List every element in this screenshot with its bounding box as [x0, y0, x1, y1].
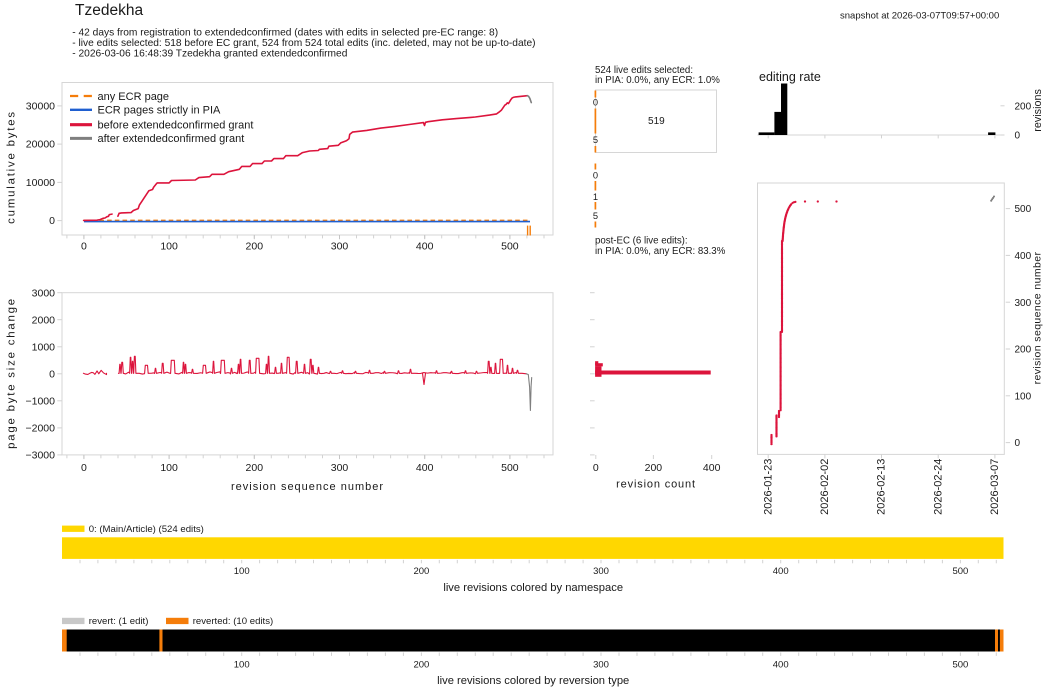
svg-text:ECR pages strictly in PIA: ECR pages strictly in PIA	[98, 105, 222, 117]
svg-text:100: 100	[160, 462, 178, 474]
svg-text:revision count: revision count	[616, 479, 696, 491]
svg-text:0: 0	[593, 462, 599, 474]
svg-text:100: 100	[1015, 391, 1032, 402]
svg-text:in PIA: 0.0%, any ECR: 83.3%: in PIA: 0.0%, any ECR: 83.3%	[595, 246, 726, 257]
svg-text:200: 200	[413, 566, 429, 577]
svg-text:300: 300	[331, 241, 349, 253]
svg-text:400: 400	[773, 566, 789, 577]
svg-text:200: 200	[1015, 345, 1032, 356]
svg-text:200: 200	[645, 462, 663, 474]
svg-text:500: 500	[501, 241, 519, 253]
svg-text:0: 0	[1015, 438, 1021, 449]
svg-text:200: 200	[246, 462, 264, 474]
svg-text:400: 400	[416, 462, 434, 474]
svg-text:400: 400	[773, 660, 789, 671]
svg-text:3000: 3000	[32, 287, 56, 299]
svg-text:- 42 days from registration to: - 42 days from registration to extendedc…	[72, 28, 498, 39]
svg-text:- live edits selected: 518 bef: - live edits selected: 518 before EC gra…	[72, 38, 535, 49]
svg-text:5: 5	[593, 135, 598, 145]
svg-text:100: 100	[234, 566, 250, 577]
svg-text:5: 5	[593, 211, 598, 221]
svg-text:0: 0	[593, 98, 598, 108]
svg-text:400: 400	[1015, 251, 1032, 262]
svg-text:500: 500	[952, 660, 968, 671]
svg-text:post-EC (6 live edits):: post-EC (6 live edits):	[595, 236, 688, 247]
svg-text:snapshot at 2026-03-07T09:57+0: snapshot at 2026-03-07T09:57+00:00	[840, 11, 999, 22]
svg-text:500: 500	[952, 566, 968, 577]
svg-text:0: 0	[49, 368, 55, 380]
svg-text:revision sequence number: revision sequence number	[1032, 252, 1044, 385]
svg-text:2026-01-23: 2026-01-23	[762, 459, 774, 515]
svg-text:2000: 2000	[32, 314, 56, 326]
svg-text:524 live edits selected:: 524 live edits selected:	[595, 65, 693, 76]
svg-text:0: (Main/Article) (524 edits): 0: (Main/Article) (524 edits)	[89, 524, 204, 535]
svg-text:−2000: −2000	[26, 423, 56, 435]
svg-text:400: 400	[703, 462, 721, 474]
svg-text:after extendedconfirmed grant: after extendedconfirmed grant	[98, 133, 245, 145]
svg-text:0: 0	[49, 215, 55, 227]
svg-text:live revisions colored by reve: live revisions colored by reversion type	[437, 675, 629, 687]
svg-text:before extendedconfirmed grant: before extendedconfirmed grant	[98, 120, 254, 132]
svg-text:300: 300	[593, 566, 609, 577]
svg-text:0: 0	[593, 170, 598, 180]
svg-text:1: 1	[593, 192, 598, 202]
svg-text:2026-03-07: 2026-03-07	[989, 459, 1001, 515]
svg-text:revision sequence number: revision sequence number	[231, 481, 384, 493]
svg-text:300: 300	[331, 462, 349, 474]
svg-text:revert: (1 edit): revert: (1 edit)	[89, 616, 149, 627]
svg-text:200: 200	[1015, 101, 1032, 112]
svg-text:2026-02-02: 2026-02-02	[819, 459, 831, 515]
svg-text:519: 519	[648, 116, 665, 127]
svg-text:revisions: revisions	[1032, 89, 1044, 132]
svg-text:Tzedekha: Tzedekha	[75, 2, 143, 19]
svg-text:cumulative bytes: cumulative bytes	[6, 110, 18, 224]
svg-text:400: 400	[416, 241, 434, 253]
svg-text:any ECR page: any ECR page	[98, 91, 170, 103]
svg-text:10000: 10000	[26, 177, 55, 189]
svg-text:- 2026-03-06 16:48:39 Tzedekha: - 2026-03-06 16:48:39 Tzedekha granted e…	[72, 49, 347, 60]
svg-text:0: 0	[1015, 131, 1021, 142]
svg-text:500: 500	[1015, 204, 1032, 215]
svg-text:0: 0	[81, 241, 87, 253]
svg-text:editing rate: editing rate	[759, 70, 821, 84]
svg-text:300: 300	[593, 660, 609, 671]
svg-text:100: 100	[160, 241, 178, 253]
svg-text:live revisions colored by name: live revisions colored by namespace	[443, 582, 623, 594]
svg-text:2026-02-13: 2026-02-13	[876, 459, 888, 515]
svg-text:−3000: −3000	[26, 450, 56, 462]
svg-text:300: 300	[1015, 298, 1032, 309]
svg-text:200: 200	[413, 660, 429, 671]
svg-text:2026-02-24: 2026-02-24	[932, 459, 944, 515]
svg-text:500: 500	[501, 462, 519, 474]
svg-text:in PIA: 0.0%, any ECR: 1.0%: in PIA: 0.0%, any ECR: 1.0%	[595, 75, 720, 86]
svg-text:200: 200	[246, 241, 264, 253]
svg-text:20000: 20000	[26, 139, 55, 151]
svg-text:reverted: (10 edits): reverted: (10 edits)	[193, 616, 274, 627]
svg-text:0: 0	[81, 462, 87, 474]
svg-text:page byte size change: page byte size change	[6, 297, 18, 449]
svg-text:100: 100	[234, 660, 250, 671]
svg-text:−1000: −1000	[26, 395, 56, 407]
svg-text:30000: 30000	[26, 101, 55, 113]
svg-text:1000: 1000	[32, 341, 56, 353]
